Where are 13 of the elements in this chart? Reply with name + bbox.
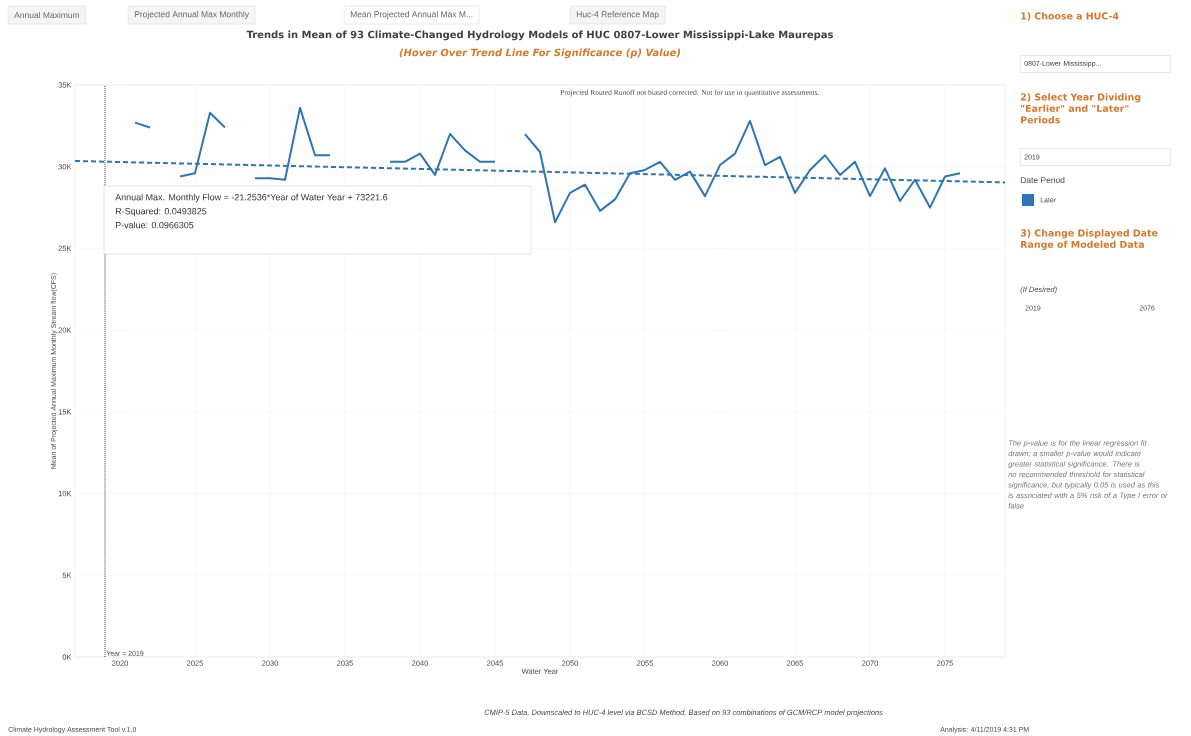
- annotation: Annual Max. Monthly Flow = -21.2536*Year of Water Year + 73221.6: [115, 193, 388, 203]
- text: Projected Annual Max Monthly: [134, 11, 250, 19]
- chart-subtitle: (Hover Over Trend Line For Significance (p) Value): [399, 48, 681, 59]
- text: Mean Projected Annual Max M...: [350, 11, 473, 19]
- legend-title: Date Period: [1020, 176, 1065, 184]
- text: Annual Maximum: [14, 11, 80, 19]
- text: 1) Choose a HUC-4: [1021, 12, 1119, 21]
- annotation: R-Squared: 0.0493825: [115, 207, 207, 217]
- text: 2) Select Year Dividing "Earlier" and "Later" Periods: [1020, 93, 1141, 124]
- annotation: P-value: 0.0966305: [115, 221, 194, 229]
- text: Huc-4 Reference Map: [576, 11, 659, 19]
- chart-title: Trends in Mean of 93 Climate-Changed Hydrology Models of HUC 0807-Lower Mississippi-Lake Maurepas: [246, 30, 833, 41]
- text: 3) Change Displayed Date Range of Modeled Data: [1020, 229, 1158, 250]
